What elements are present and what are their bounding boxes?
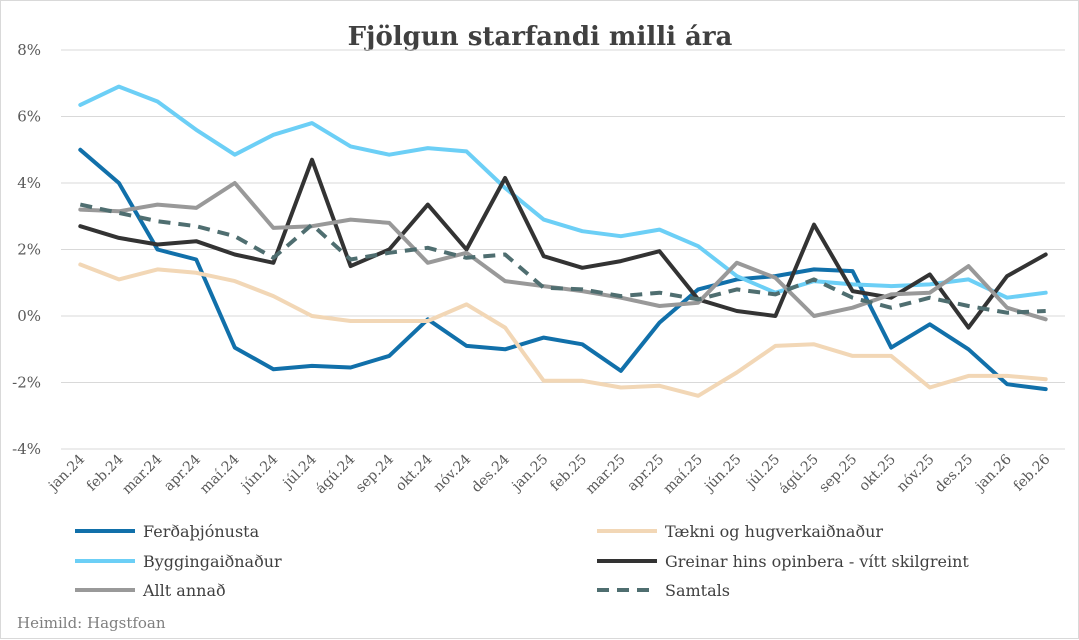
series-line-ferðaþjónusta <box>78 147 1048 392</box>
series-line-greinar-hins-opinbera-vítt-skilgreint <box>78 157 1048 330</box>
x-tick-label: sep.24 <box>353 451 397 495</box>
y-axis: -4% -2% 0% 2% 4% 6% 8% <box>12 41 41 458</box>
x-tick-label: ágú.24 <box>313 451 359 497</box>
legend: Ferðaþjónusta Tækni og hugverkaiðnaður Byg… <box>75 522 969 600</box>
grid-lines <box>61 49 1065 450</box>
series-line-samtals <box>79 202 1046 315</box>
legend-label: Byggingaiðnaður <box>143 552 282 571</box>
x-tick-label: feb.26 <box>1011 451 1054 494</box>
x-tick-label: jún.25 <box>700 452 744 496</box>
source-note: Heimild: Hagstfoan <box>17 614 166 632</box>
y-tick-label: 6% <box>17 108 41 126</box>
x-tick-label: jan.25 <box>508 452 552 496</box>
chart-title: Fjölgun starfandi milli ára <box>348 22 733 52</box>
legend-label: Greinar hins opinbera - vítt skilgreint <box>665 552 969 571</box>
y-tick-label: 2% <box>17 241 41 259</box>
legend-label: Tækni og hugverkaiðnaður <box>665 522 883 541</box>
legend-label: Allt annað <box>142 581 226 600</box>
x-tick-label: mar.24 <box>119 451 165 497</box>
x-tick-label: jún.24 <box>237 451 281 495</box>
x-tick-label: okt.25 <box>856 452 899 495</box>
x-tick-label: maí.24 <box>197 451 243 497</box>
y-tick-label: -2% <box>12 374 41 392</box>
x-axis: jan.24feb.24mar.24apr.24maí.24jún.24júl.… <box>44 451 1053 497</box>
series-line-allt-annað <box>78 181 1048 322</box>
x-tick-label: ágú.25 <box>776 452 822 498</box>
y-tick-label: 0% <box>17 307 41 325</box>
x-tick-label: apr.24 <box>161 451 204 494</box>
y-tick-label: 4% <box>17 174 41 192</box>
y-tick-label: -4% <box>12 440 41 458</box>
legend-label: Samtals <box>665 581 730 600</box>
series-lines <box>78 84 1048 398</box>
x-tick-label: nóv.24 <box>430 451 474 495</box>
series-line-tækni-og-hugverkaiðnaður <box>78 262 1048 398</box>
x-tick-label: mar.25 <box>583 452 629 498</box>
y-tick-label: 8% <box>17 41 41 59</box>
x-tick-label: nóv.25 <box>894 452 938 496</box>
x-tick-label: sep.25 <box>816 452 860 496</box>
x-tick-label: des.24 <box>469 451 513 495</box>
x-tick-label: apr.25 <box>624 452 667 495</box>
series-line-byggingaiðnaður <box>78 84 1048 300</box>
x-tick-label: jan.26 <box>971 451 1015 495</box>
x-tick-label: jan.24 <box>44 451 88 495</box>
x-tick-label: maí.25 <box>660 452 706 498</box>
x-tick-label: des.25 <box>932 452 976 496</box>
legend-label: Ferðaþjónusta <box>143 522 260 541</box>
x-tick-label: okt.24 <box>393 451 436 494</box>
